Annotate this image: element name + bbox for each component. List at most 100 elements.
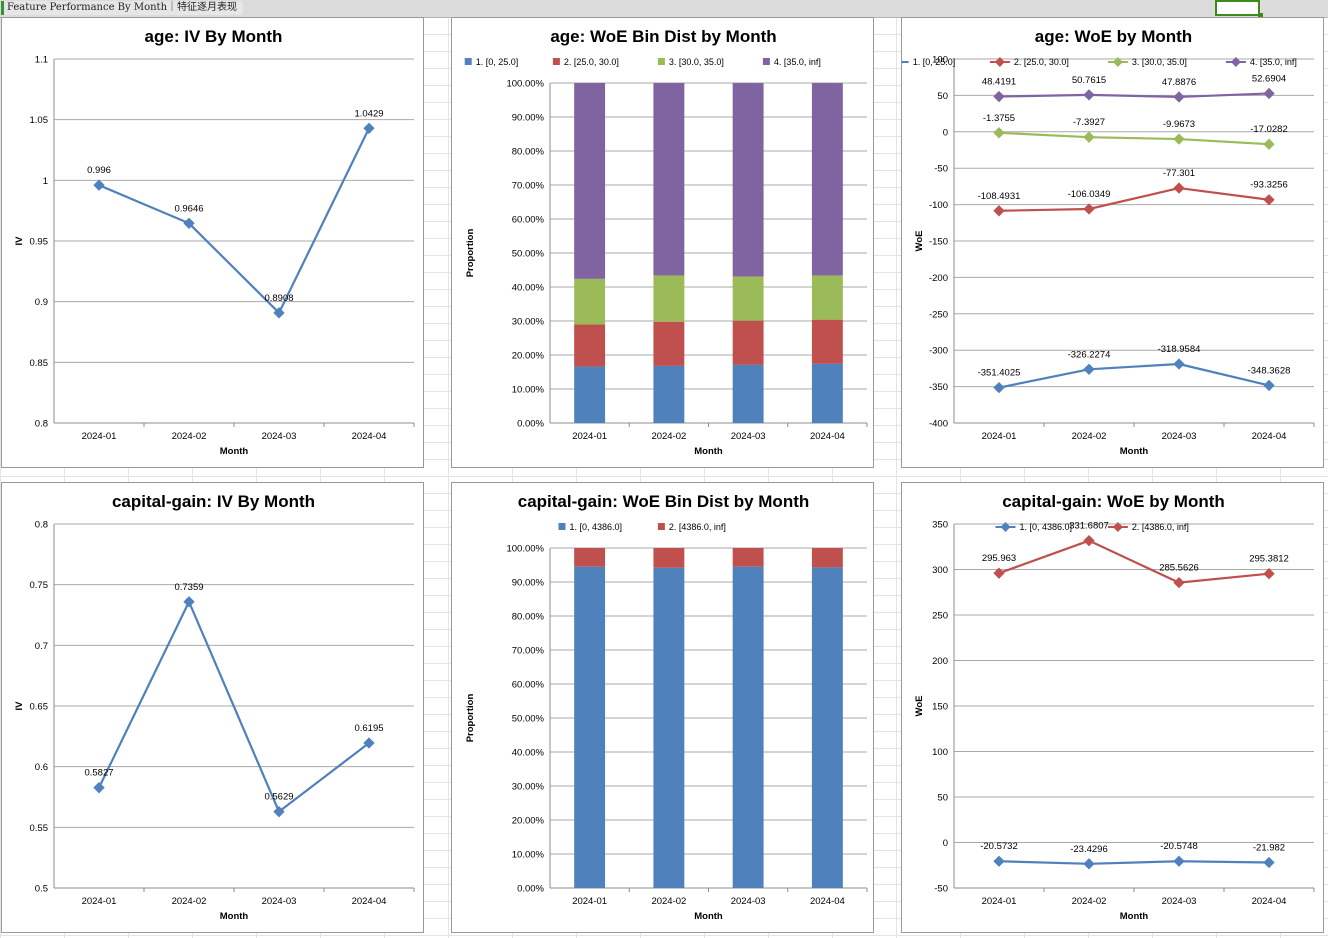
y-tick-label: 100 (932, 747, 948, 758)
selected-cell[interactable] (1215, 0, 1260, 16)
bar-segment (653, 275, 685, 322)
x-tick-label: 2024-03 (1162, 431, 1197, 442)
data-label: -348.3628 (1248, 365, 1291, 376)
x-tick-label: 2024-01 (572, 896, 607, 907)
chart-svg: age: WoE Bin Dist by Month 0.00% 10.00% 20.… (464, 27, 868, 457)
x-tick-label: 2024-02 (1072, 431, 1107, 442)
series-line (998, 362, 1270, 389)
x-axis-label: Month (220, 911, 249, 922)
data-point (1173, 133, 1185, 145)
legend-swatch (762, 58, 770, 65)
y-tick-label: -200 (929, 273, 948, 284)
y-tick-label: 1.1 (35, 55, 48, 66)
legend-entry: 2. [25.0, 30.0] (564, 57, 619, 67)
y-tick-label: 0.9 (35, 297, 48, 308)
x-axis-label: Month (220, 446, 249, 457)
bar-segment (732, 320, 764, 365)
chart-title: capital-gain: WoE by Month (1002, 492, 1225, 511)
data-point (1173, 358, 1185, 370)
legend-entry: 2. [4386.0, inf] (669, 522, 726, 532)
bar-segment (732, 566, 764, 888)
y-tick-label: 0.5 (35, 884, 48, 895)
y-tick-label: 1 (43, 176, 48, 187)
y-tick-label: 80.00% (512, 147, 545, 158)
legend-entry: 4. [35.0, inf] (1250, 57, 1297, 67)
bar-segment (811, 83, 843, 276)
y-tick-label: 20.00% (512, 816, 545, 827)
bar-segment (653, 83, 685, 276)
data-label: 0.996 (87, 165, 111, 176)
x-axis-label: Month (1120, 446, 1149, 457)
y-tick-label: -100 (929, 200, 948, 211)
legend-entry: 2. [25.0, 30.0] (1014, 57, 1069, 67)
y-tick-label: 0 (943, 127, 948, 138)
data-label: 50.7615 (1072, 75, 1106, 86)
data-label: -318.9584 (1158, 344, 1201, 355)
data-label: -77.301 (1163, 168, 1195, 179)
data-point (183, 217, 195, 229)
chart-capital-gain-woe-bin-dist[interactable]: capital-gain: WoE Bin Dist by Month 0.00%… (451, 482, 874, 933)
data-label: 285.5626 (1159, 563, 1199, 574)
data-point (1083, 858, 1095, 870)
legend-marker (902, 57, 904, 67)
y-tick-label: 60.00% (512, 680, 545, 691)
y-tick-label: 50.00% (512, 249, 545, 260)
x-tick-label: 2024-01 (572, 431, 607, 442)
data-point (993, 205, 1005, 217)
chart-capital-gain-iv[interactable]: capital-gain: IV By Month 0.5 0.55 0.6 0.65 0… (1, 482, 424, 933)
series-line (998, 92, 1270, 99)
y-tick-label: 100 (932, 55, 948, 66)
legend-entry: 1. [0, 25.0] (913, 57, 956, 67)
bar-segment (732, 364, 764, 423)
y-tick-label: 0.95 (30, 237, 49, 248)
legend-entry: 1. [0, 25.0] (476, 57, 519, 67)
y-tick-label: 90.00% (512, 113, 545, 124)
legend-swatch (657, 523, 665, 530)
x-tick-label: 2024-02 (172, 431, 207, 442)
series-line (998, 539, 1270, 584)
y-tick-label: 350 (932, 520, 948, 531)
y-tick-label: -400 (929, 419, 948, 430)
data-point (993, 381, 1005, 394)
y-tick-label: 0.55 (30, 823, 49, 834)
data-label: -7.3927 (1073, 117, 1105, 128)
x-tick-label: 2024-03 (262, 896, 297, 907)
y-tick-label: 80.00% (512, 612, 545, 623)
data-label: -9.9673 (1163, 119, 1195, 130)
legend-entry: 4. [35.0, inf] (774, 57, 821, 67)
x-tick-label: 2024-01 (982, 431, 1017, 442)
y-tick-label: 0.7 (35, 641, 48, 652)
chart-title: capital-gain: IV By Month (112, 492, 315, 511)
legend-entry: 3. [30.0, 35.0] (669, 57, 724, 67)
y-tick-label: 50 (937, 91, 948, 102)
x-tick-label: 2024-04 (810, 896, 845, 907)
y-tick-label: 70.00% (512, 181, 545, 192)
data-point (1173, 182, 1185, 194)
data-label: 0.7359 (174, 582, 203, 593)
sheet-tab-label[interactable]: Feature Performance By Month｜特征逐月表现 (1, 1, 244, 15)
series-line (998, 186, 1270, 212)
legend-swatch (558, 523, 566, 530)
data-point (1083, 203, 1095, 215)
y-tick-label: 0.85 (30, 358, 49, 369)
chart-age-iv[interactable]: age: IV By Month 0.8 0.85 0.9 0.95 1 1.05 1.1 20… (1, 17, 424, 468)
chart-svg: capital-gain: WoE by Month -50 0 50 100 150 20… (914, 492, 1315, 922)
y-tick-label: 100.00% (506, 79, 544, 90)
data-label: -326.2274 (1068, 349, 1111, 360)
data-label: -93.3256 (1250, 180, 1288, 191)
fill-handle[interactable] (1258, 13, 1263, 18)
bar-segment (653, 548, 685, 568)
chart-capital-gain-woe[interactable]: capital-gain: WoE by Month -50 0 50 100 150 20… (901, 482, 1324, 933)
data-point (1083, 535, 1095, 547)
x-tick-label: 2024-03 (1162, 896, 1197, 907)
data-point (993, 90, 1005, 103)
x-tick-label: 2024-01 (982, 896, 1017, 907)
data-point (1263, 856, 1275, 869)
y-tick-label: 300 (932, 565, 948, 576)
data-point (993, 127, 1005, 139)
chart-age-woe-bin-dist[interactable]: age: WoE Bin Dist by Month 0.00% 10.00% 20.… (451, 17, 874, 468)
chart-age-woe[interactable]: age: WoE by Month -400 -350 -300 -250 -200 -15… (901, 17, 1324, 468)
data-point (1263, 194, 1275, 206)
y-tick-label: 50 (937, 793, 948, 804)
data-label: 0.6195 (354, 723, 383, 734)
